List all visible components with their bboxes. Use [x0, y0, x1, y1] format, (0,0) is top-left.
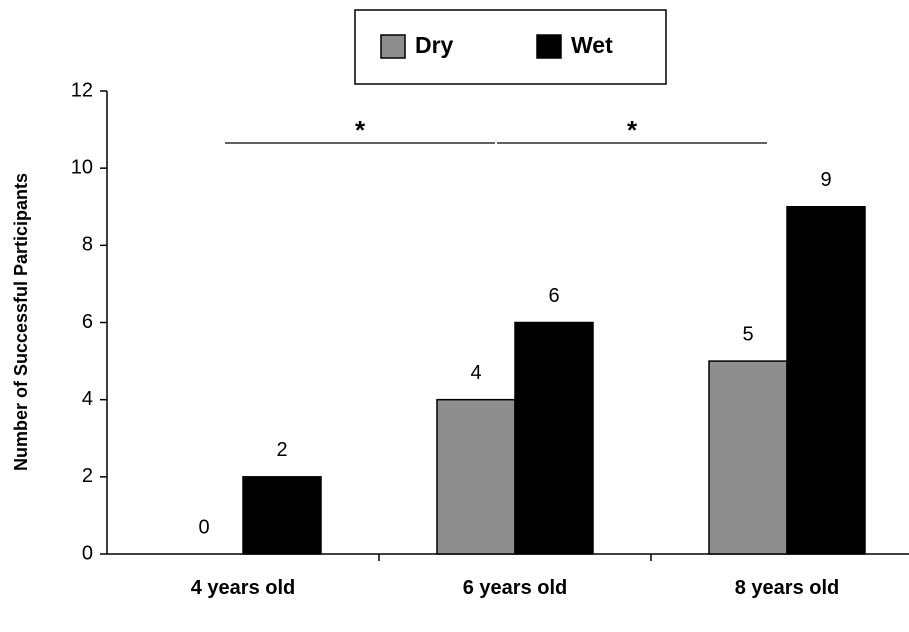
- value-label: 9: [820, 169, 831, 191]
- y-tick-label: 12: [71, 79, 93, 101]
- value-label: 4: [470, 362, 481, 384]
- y-axis-label: Number of Successful Participants: [11, 173, 31, 471]
- bar: [514, 321, 594, 555]
- y-tick-label: 0: [82, 542, 93, 564]
- y-tick-label: 10: [71, 156, 93, 178]
- value-label: 6: [548, 285, 559, 307]
- annotation: *: [355, 115, 366, 145]
- legend-swatch: [536, 34, 562, 59]
- legend-box: [354, 9, 667, 85]
- bar: [436, 398, 516, 555]
- x-tick-label: 4 years old: [190, 577, 296, 599]
- y-tick-label: 6: [82, 311, 93, 333]
- x-tick-label: 8 years old: [734, 577, 840, 599]
- bar: [786, 206, 866, 555]
- value-label: 2: [276, 439, 287, 461]
- legend-label: Dry: [415, 32, 454, 58]
- y-tick-label: 2: [82, 465, 93, 487]
- legend-label: Wet: [571, 32, 613, 58]
- bar: [708, 360, 788, 555]
- value-label: 5: [742, 323, 753, 345]
- legend-swatch: [380, 34, 406, 59]
- bar: [242, 476, 322, 555]
- x-tick-label: 6 years old: [462, 577, 568, 599]
- y-tick-label: 8: [82, 234, 93, 256]
- annotation: *: [627, 115, 638, 145]
- y-tick-label: 4: [82, 388, 93, 410]
- value-label: 0: [198, 516, 209, 538]
